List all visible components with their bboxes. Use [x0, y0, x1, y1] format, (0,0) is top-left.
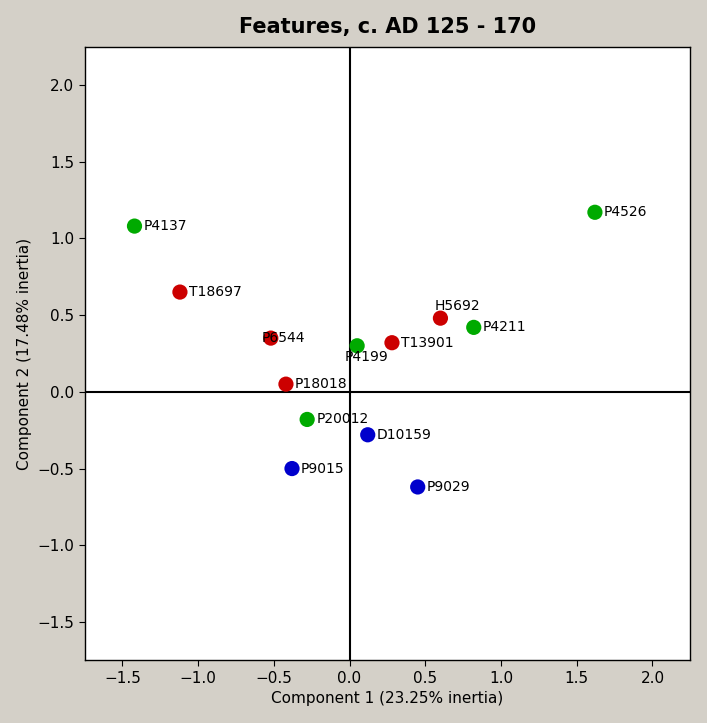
Text: P9015: P9015	[301, 461, 345, 476]
Y-axis label: Component 2 (17.48% inertia): Component 2 (17.48% inertia)	[17, 237, 32, 469]
Text: H5692: H5692	[434, 299, 480, 313]
Point	[412, 482, 423, 493]
Point	[362, 429, 373, 440]
X-axis label: Component 1 (23.25% inertia): Component 1 (23.25% inertia)	[271, 691, 503, 706]
Text: P4137: P4137	[144, 219, 187, 233]
Point	[265, 333, 276, 344]
Text: P18018: P18018	[295, 377, 348, 391]
Point	[386, 337, 397, 348]
Text: T18697: T18697	[189, 285, 242, 299]
Text: P20012: P20012	[316, 412, 368, 427]
Point	[589, 207, 600, 218]
Text: P4199: P4199	[345, 349, 389, 364]
Text: T13901: T13901	[401, 335, 454, 350]
Text: P9029: P9029	[427, 480, 470, 494]
Point	[280, 378, 291, 390]
Text: D10159: D10159	[377, 428, 432, 442]
Text: P6544: P6544	[262, 331, 305, 345]
Point	[129, 221, 140, 232]
Point	[174, 286, 185, 298]
Text: P4211: P4211	[483, 320, 527, 334]
Title: Features, c. AD 125 - 170: Features, c. AD 125 - 170	[239, 17, 536, 37]
Point	[286, 463, 298, 474]
Point	[301, 414, 312, 425]
Point	[468, 322, 479, 333]
Point	[435, 312, 446, 324]
Point	[351, 340, 363, 351]
Text: P4526: P4526	[604, 205, 648, 219]
